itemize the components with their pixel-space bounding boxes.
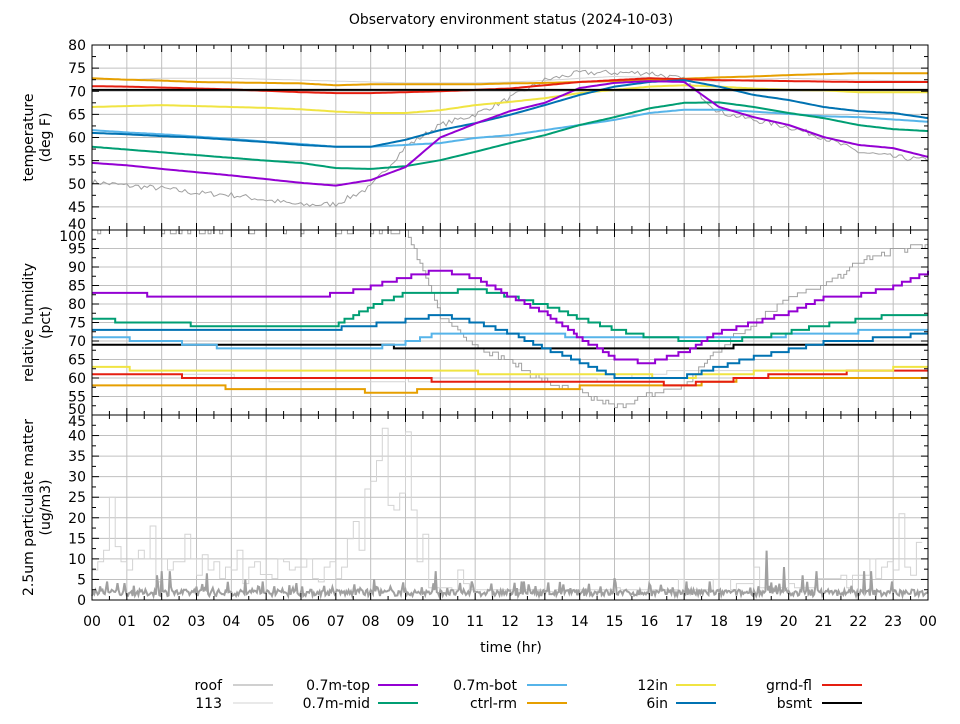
y-tick-label: 70 <box>68 334 86 350</box>
series-line-0-7m-top-panel2 <box>92 269 929 365</box>
legend-label: 113 <box>195 696 222 712</box>
y-axis-label: (ug/m3) <box>38 480 54 536</box>
y-tick-label: 80 <box>68 38 86 54</box>
x-tick-label: 21 <box>815 614 833 630</box>
y-tick-label: 10 <box>68 552 86 568</box>
series-line-0-7m-mid-panel1 <box>91 101 929 170</box>
series-line-roof-panel1 <box>91 69 929 208</box>
y-tick-label: 100 <box>59 229 86 245</box>
y-tick-label: 40 <box>68 217 86 233</box>
y-tick-label: 20 <box>68 511 86 527</box>
y-tick-label: 40 <box>68 429 86 445</box>
y-tick-label: 80 <box>68 297 86 313</box>
legend-label: 0.7m-bot <box>453 678 517 694</box>
x-tick-label: 09 <box>397 614 415 630</box>
series-lines <box>91 69 929 600</box>
y-tick-label: 30 <box>68 470 86 486</box>
y-tick-label: 90 <box>68 260 86 276</box>
y-tick-label: 25 <box>68 490 86 506</box>
series-line-grnd-fl-panel2 <box>92 369 928 387</box>
y-tick-label: 55 <box>68 154 86 170</box>
chart-title: Observatory environment status (2024-10-… <box>349 12 673 28</box>
y-axis-label: temperature <box>21 94 37 182</box>
y-axis-label: (deg F) <box>38 113 54 163</box>
series-line-bsmt-panel2 <box>92 343 928 350</box>
series-line-0-7m-top-panel1 <box>91 80 929 187</box>
x-tick-label: 05 <box>257 614 275 630</box>
series-line-0-7m-mid-panel2 <box>92 288 928 342</box>
legend-label: 0.7m-mid <box>303 696 370 712</box>
legend-label: 6in <box>646 696 668 712</box>
x-tick-label: 03 <box>188 614 206 630</box>
y-tick-label: 60 <box>68 371 86 387</box>
x-tick-label: 18 <box>710 614 728 630</box>
series-line-6in-panel1 <box>91 79 929 148</box>
x-tick-label: 10 <box>431 614 449 630</box>
x-tick-label: 07 <box>327 614 345 630</box>
y-tick-label: 50 <box>68 177 86 193</box>
y-tick-label: 5 <box>77 572 86 588</box>
series-line-roof-panel3 <box>91 550 929 600</box>
x-tick-label: 01 <box>118 614 136 630</box>
panel-frame <box>91 414 929 601</box>
legend-label: grnd-fl <box>766 678 812 694</box>
y-tick-label: 0 <box>77 593 86 609</box>
y-tick-label: 95 <box>68 242 86 258</box>
series-line-6in-panel2 <box>92 314 928 379</box>
y-tick-label: 45 <box>68 200 86 216</box>
x-tick-label: 00 <box>919 614 937 630</box>
x-tick-label: 23 <box>884 614 902 630</box>
grid <box>92 45 928 600</box>
y-tick-label: 75 <box>68 316 86 332</box>
x-tick-label: 08 <box>362 614 380 630</box>
x-tick-label: 19 <box>745 614 763 630</box>
series-line-12in-panel2 <box>92 365 928 379</box>
x-tick-label: 14 <box>571 614 589 630</box>
x-tick-label: 11 <box>466 614 484 630</box>
legend-label: 0.7m-top <box>306 678 370 694</box>
x-axis-label: time (hr) <box>480 640 542 656</box>
x-tick-label: 12 <box>501 614 519 630</box>
y-tick-label: 65 <box>68 107 86 123</box>
panel-frames <box>91 44 929 601</box>
legend-label: roof <box>194 678 223 694</box>
y-tick-label: 15 <box>68 531 86 547</box>
y-tick-label: 60 <box>68 131 86 147</box>
series-line-113-panel3 <box>92 427 923 593</box>
y-tick-label: 50 <box>68 402 86 418</box>
series-line-113-panel1 <box>92 75 929 84</box>
y-tick-label: 45 <box>68 414 86 430</box>
series-line-ctrl-rm-panel2 <box>92 377 928 394</box>
series-line-ctrl-rm-panel1 <box>91 72 928 87</box>
legend: roof 113 0.7m-top 0.7m-mid 0.7m-bot ctrl-rm 12… <box>194 678 862 712</box>
y-tick-label: 70 <box>68 84 86 100</box>
y-axis-label: relative humidity <box>21 263 37 382</box>
x-tick-label: 22 <box>849 614 867 630</box>
x-tick-label: 02 <box>153 614 171 630</box>
y-tick-label: 85 <box>68 279 86 295</box>
legend-label: ctrl-rm <box>470 696 517 712</box>
x-tick-label: 15 <box>606 614 624 630</box>
y-axis-label: (pct) <box>38 306 54 339</box>
x-tick-label: 20 <box>780 614 798 630</box>
legend-label: 12in <box>637 678 668 694</box>
y-tick-label: 35 <box>68 449 86 465</box>
x-tick-label: 13 <box>536 614 554 630</box>
x-tick-label: 06 <box>292 614 310 630</box>
x-tick-label: 04 <box>222 614 240 630</box>
y-axis-label: 2.5um particulate matter <box>21 419 37 596</box>
y-tick-label: 55 <box>68 390 86 406</box>
x-tick-label: 00 <box>83 614 101 630</box>
y-tick-label: 75 <box>68 61 86 77</box>
y-tick-label: 65 <box>68 353 86 369</box>
x-tick-label: 17 <box>675 614 693 630</box>
x-tick-label: 16 <box>640 614 658 630</box>
legend-label: bsmt <box>777 696 813 712</box>
